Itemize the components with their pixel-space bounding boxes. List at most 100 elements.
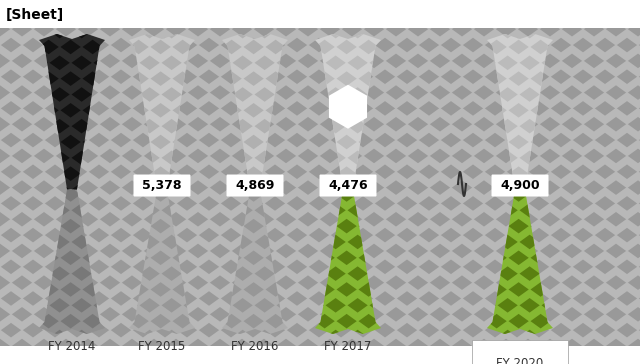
- Polygon shape: [369, 182, 390, 197]
- Polygon shape: [243, 133, 263, 147]
- Polygon shape: [485, 260, 505, 274]
- Polygon shape: [518, 54, 538, 68]
- Polygon shape: [287, 71, 308, 86]
- Polygon shape: [303, 87, 324, 102]
- Polygon shape: [348, 298, 368, 313]
- Polygon shape: [56, 275, 76, 290]
- Polygon shape: [78, 180, 98, 195]
- Polygon shape: [298, 22, 318, 36]
- Polygon shape: [72, 203, 92, 218]
- Polygon shape: [419, 291, 439, 306]
- Polygon shape: [144, 275, 164, 290]
- Polygon shape: [34, 339, 54, 353]
- Polygon shape: [122, 22, 142, 36]
- Polygon shape: [254, 339, 274, 353]
- Polygon shape: [38, 282, 59, 297]
- Polygon shape: [83, 219, 103, 233]
- Polygon shape: [509, 40, 529, 54]
- Polygon shape: [276, 298, 297, 313]
- Polygon shape: [320, 22, 340, 36]
- Polygon shape: [155, 323, 175, 337]
- Polygon shape: [104, 40, 125, 54]
- Polygon shape: [485, 133, 505, 147]
- Polygon shape: [369, 56, 390, 70]
- Polygon shape: [337, 135, 356, 149]
- Polygon shape: [140, 56, 160, 70]
- Text: FY 2014: FY 2014: [48, 340, 96, 353]
- Polygon shape: [34, 307, 54, 322]
- Polygon shape: [221, 103, 242, 118]
- Polygon shape: [1, 291, 21, 306]
- Polygon shape: [584, 85, 604, 100]
- Polygon shape: [337, 103, 356, 118]
- Polygon shape: [375, 323, 395, 337]
- Polygon shape: [133, 101, 153, 116]
- Polygon shape: [210, 212, 230, 226]
- Polygon shape: [358, 103, 379, 118]
- Polygon shape: [497, 151, 518, 165]
- Polygon shape: [326, 298, 346, 313]
- Polygon shape: [199, 101, 219, 116]
- Polygon shape: [531, 103, 551, 118]
- Polygon shape: [314, 219, 335, 233]
- Polygon shape: [276, 54, 296, 68]
- Polygon shape: [118, 298, 138, 313]
- Polygon shape: [122, 149, 142, 163]
- Polygon shape: [452, 339, 472, 353]
- Polygon shape: [184, 119, 204, 134]
- Polygon shape: [122, 307, 142, 322]
- Polygon shape: [38, 314, 59, 328]
- Polygon shape: [287, 196, 307, 211]
- Polygon shape: [452, 149, 472, 163]
- Polygon shape: [232, 56, 253, 70]
- Polygon shape: [314, 187, 335, 202]
- Polygon shape: [1, 101, 21, 116]
- Polygon shape: [266, 103, 285, 118]
- Polygon shape: [166, 180, 186, 195]
- Polygon shape: [276, 330, 297, 344]
- Polygon shape: [562, 275, 582, 290]
- Polygon shape: [140, 330, 160, 344]
- Polygon shape: [177, 260, 197, 274]
- Polygon shape: [342, 180, 362, 195]
- Polygon shape: [184, 330, 204, 344]
- Polygon shape: [397, 70, 417, 84]
- Polygon shape: [67, 291, 87, 306]
- Polygon shape: [287, 323, 307, 337]
- Polygon shape: [232, 151, 253, 165]
- Polygon shape: [326, 182, 346, 197]
- Polygon shape: [56, 85, 76, 100]
- Polygon shape: [23, 38, 43, 52]
- Polygon shape: [118, 56, 138, 70]
- Polygon shape: [255, 266, 275, 281]
- Polygon shape: [56, 307, 76, 322]
- Polygon shape: [133, 133, 153, 147]
- Polygon shape: [381, 187, 401, 202]
- Polygon shape: [595, 260, 615, 274]
- Polygon shape: [56, 339, 76, 353]
- Polygon shape: [496, 307, 516, 322]
- Polygon shape: [531, 135, 551, 149]
- Polygon shape: [287, 291, 307, 306]
- Polygon shape: [221, 133, 241, 147]
- Polygon shape: [298, 54, 318, 68]
- Polygon shape: [476, 235, 496, 249]
- Polygon shape: [595, 291, 615, 306]
- Polygon shape: [184, 298, 204, 313]
- Polygon shape: [100, 149, 120, 163]
- Polygon shape: [221, 323, 241, 337]
- Polygon shape: [221, 135, 242, 149]
- Polygon shape: [531, 219, 551, 233]
- Polygon shape: [276, 149, 296, 163]
- Polygon shape: [45, 101, 65, 116]
- Polygon shape: [254, 85, 274, 100]
- Polygon shape: [452, 244, 472, 258]
- Polygon shape: [639, 133, 640, 147]
- Polygon shape: [497, 298, 518, 313]
- Polygon shape: [408, 307, 428, 322]
- Polygon shape: [254, 275, 274, 290]
- Polygon shape: [358, 135, 379, 149]
- Polygon shape: [331, 196, 351, 211]
- Polygon shape: [276, 275, 296, 290]
- Polygon shape: [441, 70, 461, 84]
